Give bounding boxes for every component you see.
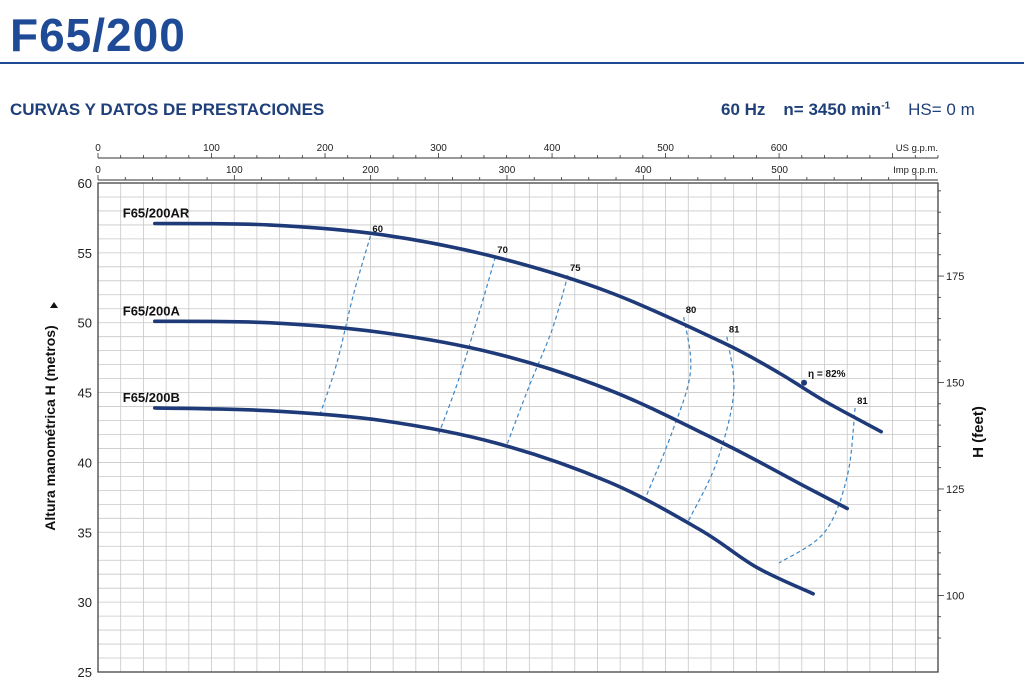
efficiency-isoline [318,235,371,417]
us-gpm-tick-label: 600 [771,143,788,154]
us-gpm-tick-label: 400 [544,143,561,154]
imp-gpm-tick-label: 300 [499,165,516,176]
y-tick-label: 25 [78,665,92,680]
y-tick-label: 40 [78,455,92,470]
y-axis-arrow [50,302,58,308]
imp-gpm-tick-label: 0 [95,165,101,176]
head-curve [153,319,849,511]
y-axis-title: Altura manométrica H (metros) [42,325,58,530]
efficiency-label: 60 [372,224,383,235]
speed-exponent: -1 [881,100,891,112]
us-gpm-tick-label: 0 [95,143,101,154]
y2-tick-label: 100 [946,590,964,602]
imp-gpm-tick-label: 400 [635,165,652,176]
imp-gpm-tick-label: 100 [226,165,243,176]
speed-text: n= 3450 min [783,100,882,119]
y2-tick-label: 150 [946,378,964,390]
y2-tick-label: 125 [946,484,964,496]
us-gpm-tick-label: 200 [317,143,334,154]
efficiency-label: 81 [729,325,740,336]
us-gpm-tick-label: 500 [657,143,674,154]
efficiency-label: 75 [570,263,581,274]
efficiency-label: 80 [686,305,697,316]
plot-frame [97,182,939,673]
y2-tick-label: 175 [946,271,964,283]
y-tick-label: 55 [78,246,92,261]
head-curve [153,221,883,434]
head-curve [153,406,815,596]
series-label: F65/200AR [123,206,190,221]
bep-marker [801,379,808,386]
efficiency-isoline [506,275,569,446]
series-label: F65/200B [123,390,180,405]
section-subtitle: CURVAS Y DATOS DE PRESTACIONES [10,100,325,119]
efficiency-isoline [644,317,692,500]
bep-label: η = 82% [808,369,846,380]
us-gpm-tick-label: 100 [203,143,220,154]
hs-label: HS= 0 m [908,100,975,119]
efficiency-isoline [778,407,856,564]
us-gpm-unit-label: US g.p.m. [896,143,938,154]
y-tick-label: 45 [78,386,92,401]
series-label: F65/200A [123,303,181,318]
title-underline [0,62,1024,64]
y-tick-label: 50 [78,316,92,331]
y2-axis-title: H (feet) [970,406,987,458]
operating-conditions: 60 Hz n= 3450 min-1 HS= 0 m [721,100,975,120]
y-tick-label: 35 [78,525,92,540]
y-tick-label: 30 [78,595,92,610]
speed-label: n= 3450 min-1 [783,100,890,119]
imp-gpm-tick-label: 500 [771,165,788,176]
imp-gpm-tick-label: 200 [362,165,379,176]
page-title: F65/200 [10,9,186,61]
efficiency-label: 70 [497,245,508,256]
imp-gpm-unit-label: Imp g.p.m. [893,165,938,176]
frequency-label: 60 Hz [721,100,766,119]
y-tick-label: 60 [78,176,92,191]
efficiency-label: 81 [857,396,868,407]
us-gpm-tick-label: 300 [430,143,447,154]
